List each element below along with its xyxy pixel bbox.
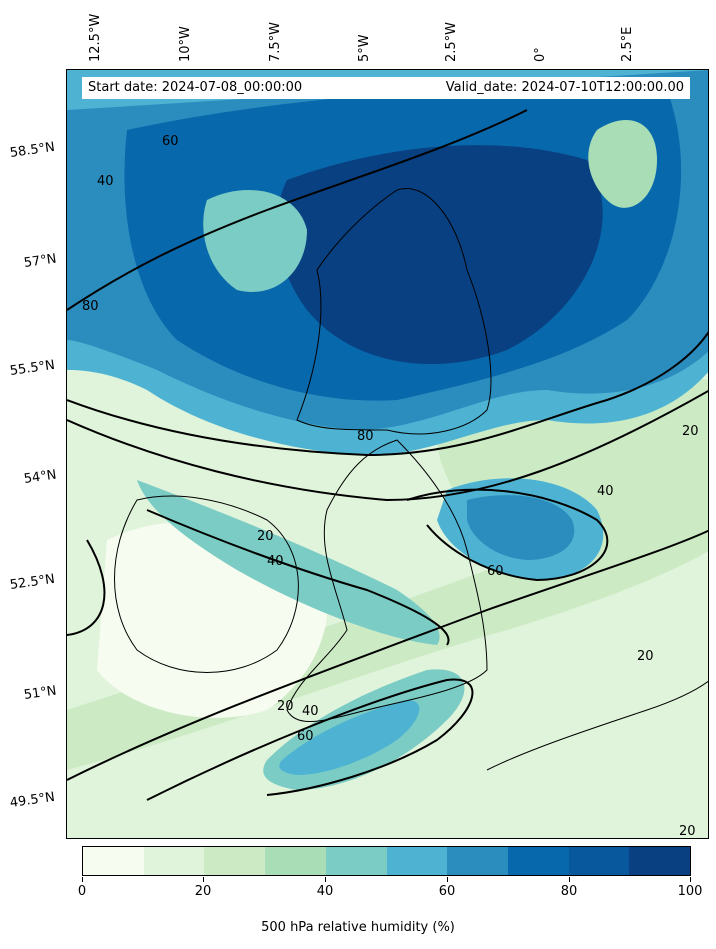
colorbar-label-40: 40 bbox=[316, 884, 334, 899]
valid-date-text: Valid_date: 2024-07-10T12:00:00.00 bbox=[445, 80, 684, 95]
humidity-blob-north-sea-core bbox=[467, 495, 575, 560]
colorbar bbox=[82, 846, 691, 876]
contour-label-20-d: 20 bbox=[682, 424, 699, 439]
coastline-scotland bbox=[296, 188, 492, 435]
colorbar-label-80: 80 bbox=[560, 884, 578, 899]
colorbar-segment-4 bbox=[325, 847, 387, 875]
contour-80-north bbox=[67, 109, 528, 311]
coastlines bbox=[114, 188, 708, 771]
colorbar-label-20: 20 bbox=[194, 884, 212, 899]
contour-label-40-b: 40 bbox=[597, 484, 614, 499]
map-panel: 60 40 80 80 40 60 20 40 20 40 60 20 20 2… bbox=[66, 69, 709, 839]
colorbar-title: 500 hPa relative humidity (%) bbox=[261, 920, 455, 935]
contour-label-group: 60 40 80 80 40 60 20 40 20 40 60 20 20 2… bbox=[82, 134, 699, 839]
lat-label-52-5n: 52.5°N bbox=[8, 571, 56, 593]
lon-label-10w: 10°W bbox=[178, 26, 193, 62]
lat-label-49-5n: 49.5°N bbox=[8, 789, 56, 811]
colorbar-tick-80 bbox=[569, 877, 570, 882]
contour-label-40-d: 40 bbox=[302, 704, 319, 719]
colorbar-tick-100 bbox=[690, 877, 691, 882]
colorbar-segment-3 bbox=[265, 847, 326, 875]
lon-label-2-5e: 2.5°E bbox=[620, 26, 635, 62]
colorbar-tick-60 bbox=[447, 877, 448, 882]
humidity-patch-northeast bbox=[588, 120, 657, 208]
lon-label-7-5w: 7.5°W bbox=[268, 21, 283, 62]
contour-40-blob bbox=[406, 488, 609, 582]
contour-label-40: 40 bbox=[97, 174, 114, 189]
contour-lines bbox=[67, 109, 708, 801]
lat-label-58-5n: 58.5°N bbox=[8, 139, 56, 161]
colorbar-tick-0 bbox=[82, 877, 83, 882]
contour-label-80-b: 80 bbox=[357, 429, 374, 444]
colorbar-segment-0 bbox=[83, 847, 144, 875]
humidity-map: 60 40 80 80 40 60 20 40 20 40 60 20 20 2… bbox=[67, 70, 708, 839]
contour-label-60-c: 60 bbox=[297, 729, 314, 744]
lon-label-5w: 5°W bbox=[357, 34, 372, 62]
contour-label-60-b: 60 bbox=[487, 564, 504, 579]
contour-label-40-c: 40 bbox=[267, 554, 284, 569]
colorbar-label-100: 100 bbox=[677, 884, 703, 899]
colorbar-segment-7 bbox=[507, 847, 569, 875]
lat-label-54n: 54°N bbox=[22, 467, 58, 487]
contour-60-north bbox=[67, 331, 708, 457]
coastline-england bbox=[286, 439, 488, 723]
colorbar-label-60: 60 bbox=[438, 884, 456, 899]
contour-label-80: 80 bbox=[82, 299, 99, 314]
colorbar-segment-2 bbox=[204, 847, 266, 875]
lon-label-2-5w: 2.5°W bbox=[444, 21, 459, 62]
contour-40-north bbox=[67, 389, 708, 502]
contour-label-20-c: 20 bbox=[637, 649, 654, 664]
contour-label-20-e: 20 bbox=[679, 824, 696, 839]
humidity-tongue-irish-sea bbox=[137, 480, 440, 645]
lat-label-57n: 57°N bbox=[22, 251, 58, 271]
colorbar-label-0: 0 bbox=[77, 884, 87, 899]
colorbar-segment-8 bbox=[568, 847, 630, 875]
contour-label-20: 20 bbox=[257, 529, 274, 544]
start-date-text: Start date: 2024-07-08_00:00:00 bbox=[88, 80, 303, 95]
coastline-france bbox=[486, 680, 708, 771]
humidity-blob-channel-core bbox=[279, 700, 420, 775]
lat-label-55-5n: 55.5°N bbox=[8, 357, 56, 379]
coastline-ireland bbox=[114, 495, 299, 673]
lon-label-0: 0° bbox=[533, 47, 548, 62]
contour-40-channel bbox=[146, 678, 474, 801]
colorbar-segment-5 bbox=[386, 847, 448, 875]
date-header: Start date: 2024-07-08_00:00:00 Valid_da… bbox=[82, 77, 690, 99]
lat-label-51n: 51°N bbox=[22, 683, 58, 703]
lon-label-12-5w: 12.5°W bbox=[88, 13, 103, 62]
colorbar-segment-9 bbox=[629, 847, 691, 875]
contour-label-20-b: 20 bbox=[277, 699, 294, 714]
humidity-north-90 bbox=[276, 145, 603, 365]
colorbar-segment-1 bbox=[143, 847, 205, 875]
colorbar-tick-40 bbox=[325, 877, 326, 882]
colorbar-tick-20 bbox=[203, 877, 204, 882]
humidity-patch-west bbox=[203, 190, 307, 292]
contour-20-south bbox=[67, 529, 708, 781]
contour-20-irish-sea bbox=[146, 509, 450, 646]
contour-20-west bbox=[67, 539, 106, 636]
colorbar-segment-6 bbox=[447, 847, 508, 875]
contour-label-60: 60 bbox=[162, 134, 179, 149]
